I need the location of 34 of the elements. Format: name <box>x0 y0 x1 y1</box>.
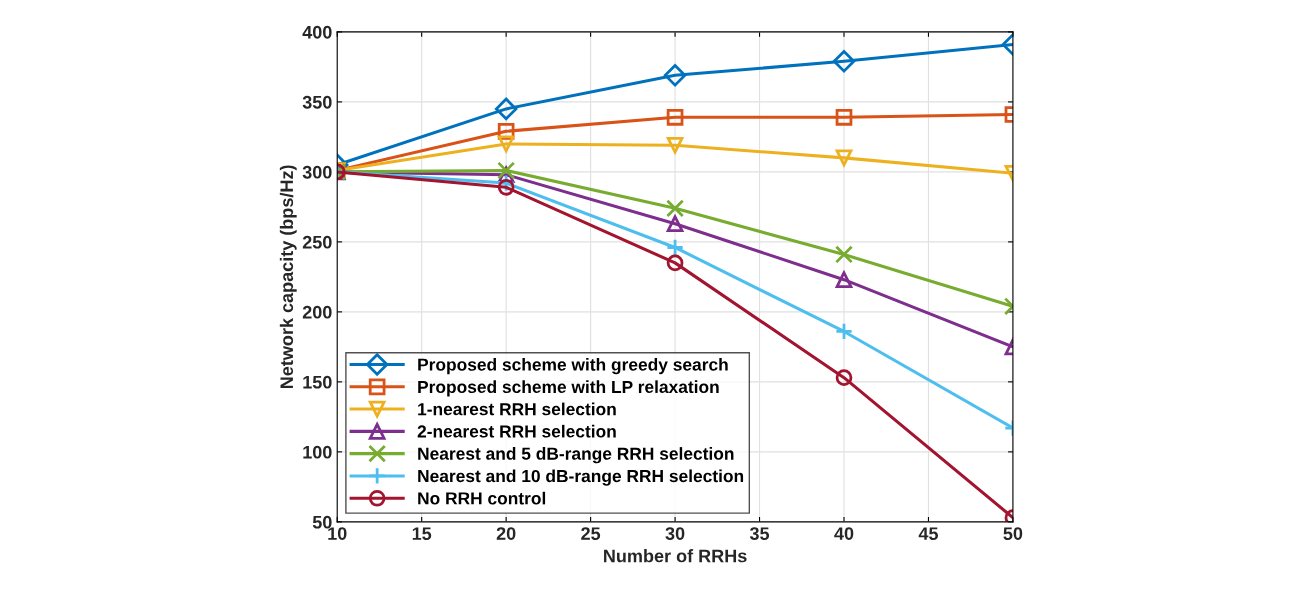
y-tick-label: 50 <box>312 515 332 529</box>
point <box>666 108 684 126</box>
y-tick-label: 150 <box>303 375 332 389</box>
legend-label: Nearest and 5 dB-range RRH selection <box>418 447 734 464</box>
point <box>497 161 516 180</box>
point <box>666 215 684 233</box>
x-tick-label: 10 <box>328 527 347 540</box>
y-tick-label: 100 <box>303 445 332 459</box>
x-tick-label: 40 <box>834 527 854 540</box>
point <box>666 199 685 218</box>
x-tick-label: 15 <box>412 527 432 540</box>
legend-label: 2-nearest RRH selection <box>417 424 616 438</box>
y-tick-label: 200 <box>302 305 332 319</box>
y-tick-label: 250 <box>302 235 332 249</box>
x-tick-label: 20 <box>496 527 516 540</box>
legend-label: Proposed scheme with greedy search <box>418 357 728 375</box>
point <box>666 254 684 272</box>
point <box>666 136 684 154</box>
legend-label: Proposed scheme with LP relaxation <box>418 380 719 397</box>
point <box>666 238 685 257</box>
y-tick-label: 350 <box>302 95 332 109</box>
legend-label: Nearest and 10 dB-range RRH selection <box>418 469 744 486</box>
y-tick-label: 400 <box>302 25 332 39</box>
x-tick-label: 50 <box>1003 527 1023 540</box>
legend-label: 1-nearest RRH selection <box>418 402 616 416</box>
x-axis-title: Number of RRHs <box>604 549 747 563</box>
x-tick-label: 30 <box>665 527 685 540</box>
y-tick-label: 300 <box>302 165 332 179</box>
x-tick-label: 25 <box>581 527 601 540</box>
x-tick-label: 45 <box>918 527 938 540</box>
legend-label: No RRH control <box>418 491 546 505</box>
point <box>663 64 687 87</box>
y-axis-title: Network capacity (bps/Hz) <box>279 165 297 389</box>
x-tick-label: 35 <box>749 527 770 540</box>
